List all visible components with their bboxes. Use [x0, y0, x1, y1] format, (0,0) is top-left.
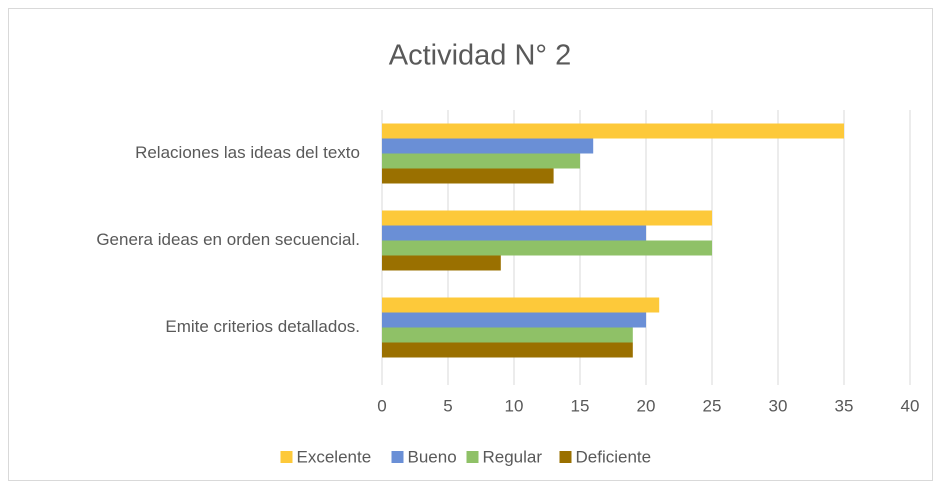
bar — [382, 327, 633, 343]
y-tick-label: Relaciones las ideas del texto — [135, 143, 360, 162]
bar — [382, 153, 580, 169]
bar — [382, 168, 554, 184]
legend-swatch — [559, 451, 572, 463]
legend-swatch — [391, 451, 404, 463]
bar — [382, 225, 646, 241]
legend-swatch — [466, 451, 479, 463]
legend-label: Bueno — [408, 447, 457, 466]
x-tick-label: 25 — [703, 396, 722, 415]
chart-title: Actividad N° 2 — [389, 40, 571, 72]
x-tick-label: 0 — [377, 396, 386, 415]
x-tick-label: 35 — [835, 396, 854, 415]
x-tick-label: 10 — [505, 396, 524, 415]
legend-swatch — [280, 451, 293, 463]
bar — [382, 342, 633, 358]
bar — [382, 210, 712, 226]
x-tick-label: 40 — [901, 396, 920, 415]
bar — [382, 255, 501, 271]
x-tick-label: 5 — [443, 396, 452, 415]
y-tick-label: Emite criterios detallados. — [165, 317, 360, 336]
legend-label: Excelente — [297, 447, 372, 466]
legend-label: Deficiente — [576, 447, 652, 466]
bar — [382, 240, 712, 256]
bar — [382, 312, 646, 328]
x-tick-label: 20 — [637, 396, 656, 415]
y-tick-label: Genera ideas en orden secuencial. — [96, 230, 360, 249]
x-tick-label: 30 — [769, 396, 788, 415]
legend-label: Regular — [483, 447, 543, 466]
x-tick-label: 15 — [571, 396, 590, 415]
bar — [382, 123, 844, 139]
bar — [382, 138, 594, 154]
bar — [382, 297, 660, 313]
